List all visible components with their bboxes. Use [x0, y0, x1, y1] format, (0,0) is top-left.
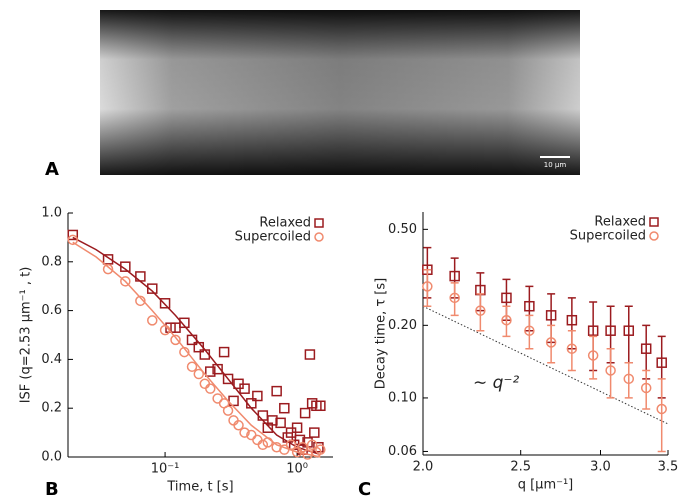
x-axis-label: q [μm⁻¹]: [518, 478, 574, 493]
legend-label: Supercoiled: [570, 229, 646, 244]
error-bar: [423, 270, 431, 306]
y-axis-label: Decay time, τ [s]: [374, 278, 389, 389]
square-marker: [305, 350, 314, 359]
error-bar: [476, 294, 484, 331]
circle-marker: [200, 379, 209, 388]
error-bar: [625, 363, 633, 398]
y-axis-label: ISF (q=2.53 μm⁻¹ , t): [19, 267, 34, 404]
x-axis-label: Time, t [s]: [166, 480, 233, 495]
y-tick-label: 0.8: [41, 254, 62, 269]
circle-marker: [148, 316, 157, 325]
circle-marker: [224, 406, 233, 415]
error-bar: [658, 379, 666, 452]
legend-marker: [315, 219, 323, 227]
y-tick-label: 0.50: [388, 222, 417, 237]
circle-marker: [194, 370, 203, 379]
error-bar: [547, 325, 555, 362]
panel-label: B: [45, 479, 59, 500]
x-tick-label: 10⁰: [286, 462, 308, 477]
figure: 10 μm A B C 0.0 0.2 0.4 0.6 0.8 1.0 10⁻¹ 10⁰ Tim…: [0, 0, 681, 500]
error-bar: [525, 315, 533, 348]
square-marker: [310, 428, 319, 437]
fit-line: [73, 237, 321, 454]
panel-label: C: [358, 479, 371, 500]
legend-label: Relaxed: [594, 215, 646, 230]
image-shading: [100, 10, 580, 175]
x-tick-label: 10⁻¹: [151, 462, 180, 477]
reference-line: [423, 306, 668, 424]
error-bar: [502, 306, 510, 336]
fit-line: [73, 242, 321, 457]
error-bar: [451, 283, 459, 315]
error-bar: [642, 370, 650, 409]
panel-label: A: [45, 159, 59, 180]
y-tick-label: 0.4: [41, 352, 62, 367]
legend-label: Supercoiled: [235, 230, 311, 245]
y-tick-label: 0.10: [388, 390, 417, 405]
x-tick-label: 3.0: [590, 460, 611, 475]
error-bar: [568, 331, 576, 371]
legend-marker: [650, 232, 658, 240]
y-tick-label: 1.0: [41, 206, 62, 221]
circle-marker: [206, 384, 215, 393]
y-tick-label: 0.0: [41, 450, 62, 465]
square-marker: [280, 404, 289, 413]
x-tick-label: 3.5: [658, 460, 679, 475]
circle-marker: [253, 435, 262, 444]
y-tick-label: 0.2: [41, 401, 62, 416]
y-tick-label: 0.20: [388, 318, 417, 333]
legend-marker: [650, 218, 658, 226]
y-tick-label: 0.06: [388, 444, 417, 459]
x-tick-label: 2.5: [510, 460, 531, 475]
square-marker: [272, 387, 281, 396]
legend-label: Relaxed: [259, 216, 311, 231]
x-tick-label: 2.0: [413, 460, 434, 475]
square-marker: [220, 348, 229, 357]
error-bar: [589, 336, 597, 378]
square-marker: [301, 409, 310, 418]
square-marker: [258, 411, 267, 420]
annotation: ∼ q⁻²: [473, 373, 519, 393]
scale-bar-label: 10 μm: [544, 161, 567, 169]
y-tick-label: 0.6: [41, 303, 62, 318]
page: 10 μm A B C 0.0 0.2 0.4 0.6 0.8 1.0 10⁻¹ 10⁰ Tim…: [0, 0, 681, 500]
legend-marker: [315, 233, 323, 241]
circle-marker: [188, 362, 197, 371]
